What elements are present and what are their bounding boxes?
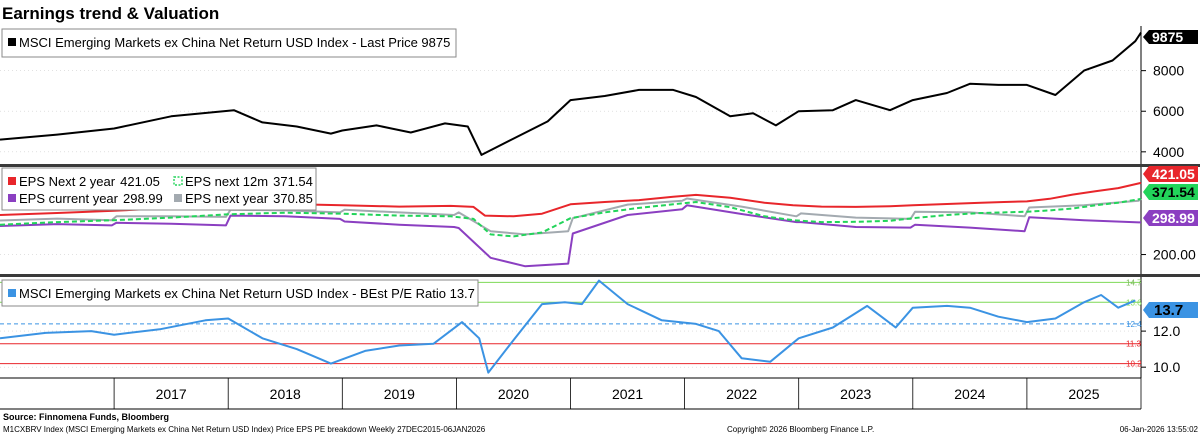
year-label: 2020	[498, 386, 529, 402]
legend-label-eps-next2y: EPS Next 2 year 421.05	[19, 174, 160, 189]
year-label: 2021	[612, 386, 643, 402]
source-note: Source: Finnomena Funds, Bloomberg	[3, 412, 169, 422]
index-y-tick-label: 4000	[1153, 144, 1184, 160]
eps-tag-bg-next12m	[1143, 184, 1198, 200]
pe-legend: MSCI Emerging Markets ex China Net Retur…	[1, 279, 479, 307]
eps-last-value-tags: 421.05 371.54 298.99	[1143, 166, 1198, 226]
pe-legend-box	[1, 279, 479, 307]
index-y-tick-label: 6000	[1153, 103, 1184, 119]
panel-separator	[0, 164, 1200, 167]
eps-line-next12m	[0, 197, 1142, 238]
year-label: 2024	[954, 386, 985, 402]
eps-y-tick-label: 200.00	[1153, 247, 1196, 263]
index-legend-swatch	[8, 38, 16, 46]
eps-line-current	[0, 204, 1141, 268]
eps-legend: EPS Next 2 year 421.05 EPS next 12m 371.54…	[1, 167, 317, 211]
index-legend-label: MSCI Emerging Markets ex China Net Retur…	[19, 35, 450, 50]
eps-panel: 200.00 EPS Next 2 year 421.05 EPS next 12…	[0, 166, 1198, 274]
chart-description: M1CXBRV Index (MSCI Emerging Markets ex …	[3, 425, 486, 434]
year-label: 2017	[156, 386, 187, 402]
index-series	[0, 32, 1142, 156]
index-last-value: 9875	[1152, 29, 1183, 45]
x-axis: 2017 2018 2019 2020 2021 2022 2023 2024 2025	[0, 377, 1142, 410]
year-label: 2025	[1068, 386, 1099, 402]
x-axis-year-labels: 2017 2018 2019 2020 2021 2022 2023 2024 2025	[113, 378, 1142, 409]
pe-ref-label: 11.3	[1126, 340, 1142, 349]
pe-panel: 14.7 13.6 12.4 11.3 10.2 12.0 10.0 MSCI Emerg…	[0, 277, 1198, 378]
eps-tag-next2y: 421.05	[1152, 166, 1195, 182]
pe-y-tick-label: 12.0	[1153, 323, 1180, 339]
index-y-ticks: 8000 6000 4000	[0, 63, 1184, 160]
eps-legend-box	[1, 167, 317, 211]
eps-line-nextyear	[0, 197, 1142, 236]
pe-last-value: 13.7	[1154, 302, 1183, 319]
index-legend: MSCI Emerging Markets ex China Net Retur…	[1, 28, 457, 58]
year-label: 2023	[840, 386, 871, 402]
index-last-value-bg	[1143, 30, 1198, 44]
pe-ratio-line	[0, 279, 1136, 374]
pe-y-tick-label: 10.0	[1153, 359, 1180, 375]
year-label: 2018	[270, 386, 301, 402]
legend-swatch-eps-current	[8, 194, 16, 202]
timestamp: 06-Jan-2026 13:55:02	[1120, 425, 1199, 434]
pe-last-value-bg	[1143, 302, 1198, 318]
panel-separator	[0, 274, 1200, 277]
pe-y-ticks: 12.0 10.0	[0, 323, 1180, 375]
legend-label-eps-next12m: EPS next 12m 371.54	[185, 174, 313, 189]
footer: Source: Finnomena Funds, Bloomberg M1CXB…	[3, 412, 1199, 434]
year-label: 2022	[726, 386, 757, 402]
pe-legend-swatch	[8, 289, 16, 297]
legend-swatch-eps-next2y	[8, 177, 16, 185]
eps-tag-current: 298.99	[1152, 210, 1195, 226]
legend-swatch-eps-next12m	[173, 176, 183, 186]
eps-tag-bg-next2y	[1143, 166, 1198, 182]
index-price-line	[0, 32, 1142, 156]
eps-y-ticks: 200.00	[0, 247, 1196, 263]
pe-ref-label: 10.2	[1126, 360, 1142, 369]
eps-tag-bg-current	[1143, 210, 1198, 226]
year-label: 2019	[384, 386, 415, 402]
legend-swatch-eps-nextyear	[174, 194, 182, 202]
index-legend-box	[1, 28, 457, 58]
legend-label-eps-nextyear: EPS next year 370.85	[185, 191, 313, 206]
pe-band-top-label: 14.7	[1126, 278, 1142, 287]
pe-series	[0, 279, 1136, 374]
copyright-note: Copyright© 2026 Bloomberg Finance L.P.	[727, 425, 874, 434]
pe-legend-label: MSCI Emerging Markets ex China Net Retur…	[19, 286, 475, 301]
index-y-tick-label: 8000	[1153, 63, 1184, 79]
page-title: Earnings trend & Valuation	[2, 4, 219, 23]
index-last-value-tag: 9875	[1143, 29, 1198, 45]
legend-label-eps-current: EPS current year 298.99	[19, 191, 163, 206]
pe-last-value-tag: 13.7	[1143, 302, 1198, 319]
eps-tag-next12m: 371.54	[1152, 184, 1195, 200]
pe-ref-label: 13.6	[1126, 298, 1142, 307]
index-panel: 8000 6000 4000 MSCI Emerging Markets ex Ch…	[0, 26, 1198, 164]
pe-ref-label: 12.4	[1126, 320, 1142, 329]
